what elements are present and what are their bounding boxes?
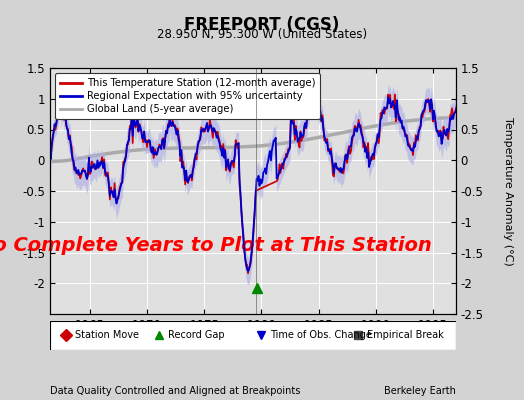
Legend: This Temperature Station (12-month average), Regional Expectation with 95% uncer: This Temperature Station (12-month avera…	[55, 73, 320, 119]
Y-axis label: Temperature Anomaly (°C): Temperature Anomaly (°C)	[503, 117, 513, 265]
Text: Empirical Break: Empirical Break	[367, 330, 444, 340]
Text: Time of Obs. Change: Time of Obs. Change	[270, 330, 372, 340]
Text: No Complete Years to Plot at This Station: No Complete Years to Plot at This Statio…	[0, 236, 431, 255]
Text: FREEPORT (CGS): FREEPORT (CGS)	[184, 16, 340, 34]
Text: Data Quality Controlled and Aligned at Breakpoints: Data Quality Controlled and Aligned at B…	[50, 386, 300, 396]
Text: 28.950 N, 95.300 W (United States): 28.950 N, 95.300 W (United States)	[157, 28, 367, 41]
Text: Record Gap: Record Gap	[168, 330, 225, 340]
Text: Berkeley Earth: Berkeley Earth	[384, 386, 456, 396]
Text: Station Move: Station Move	[75, 330, 139, 340]
